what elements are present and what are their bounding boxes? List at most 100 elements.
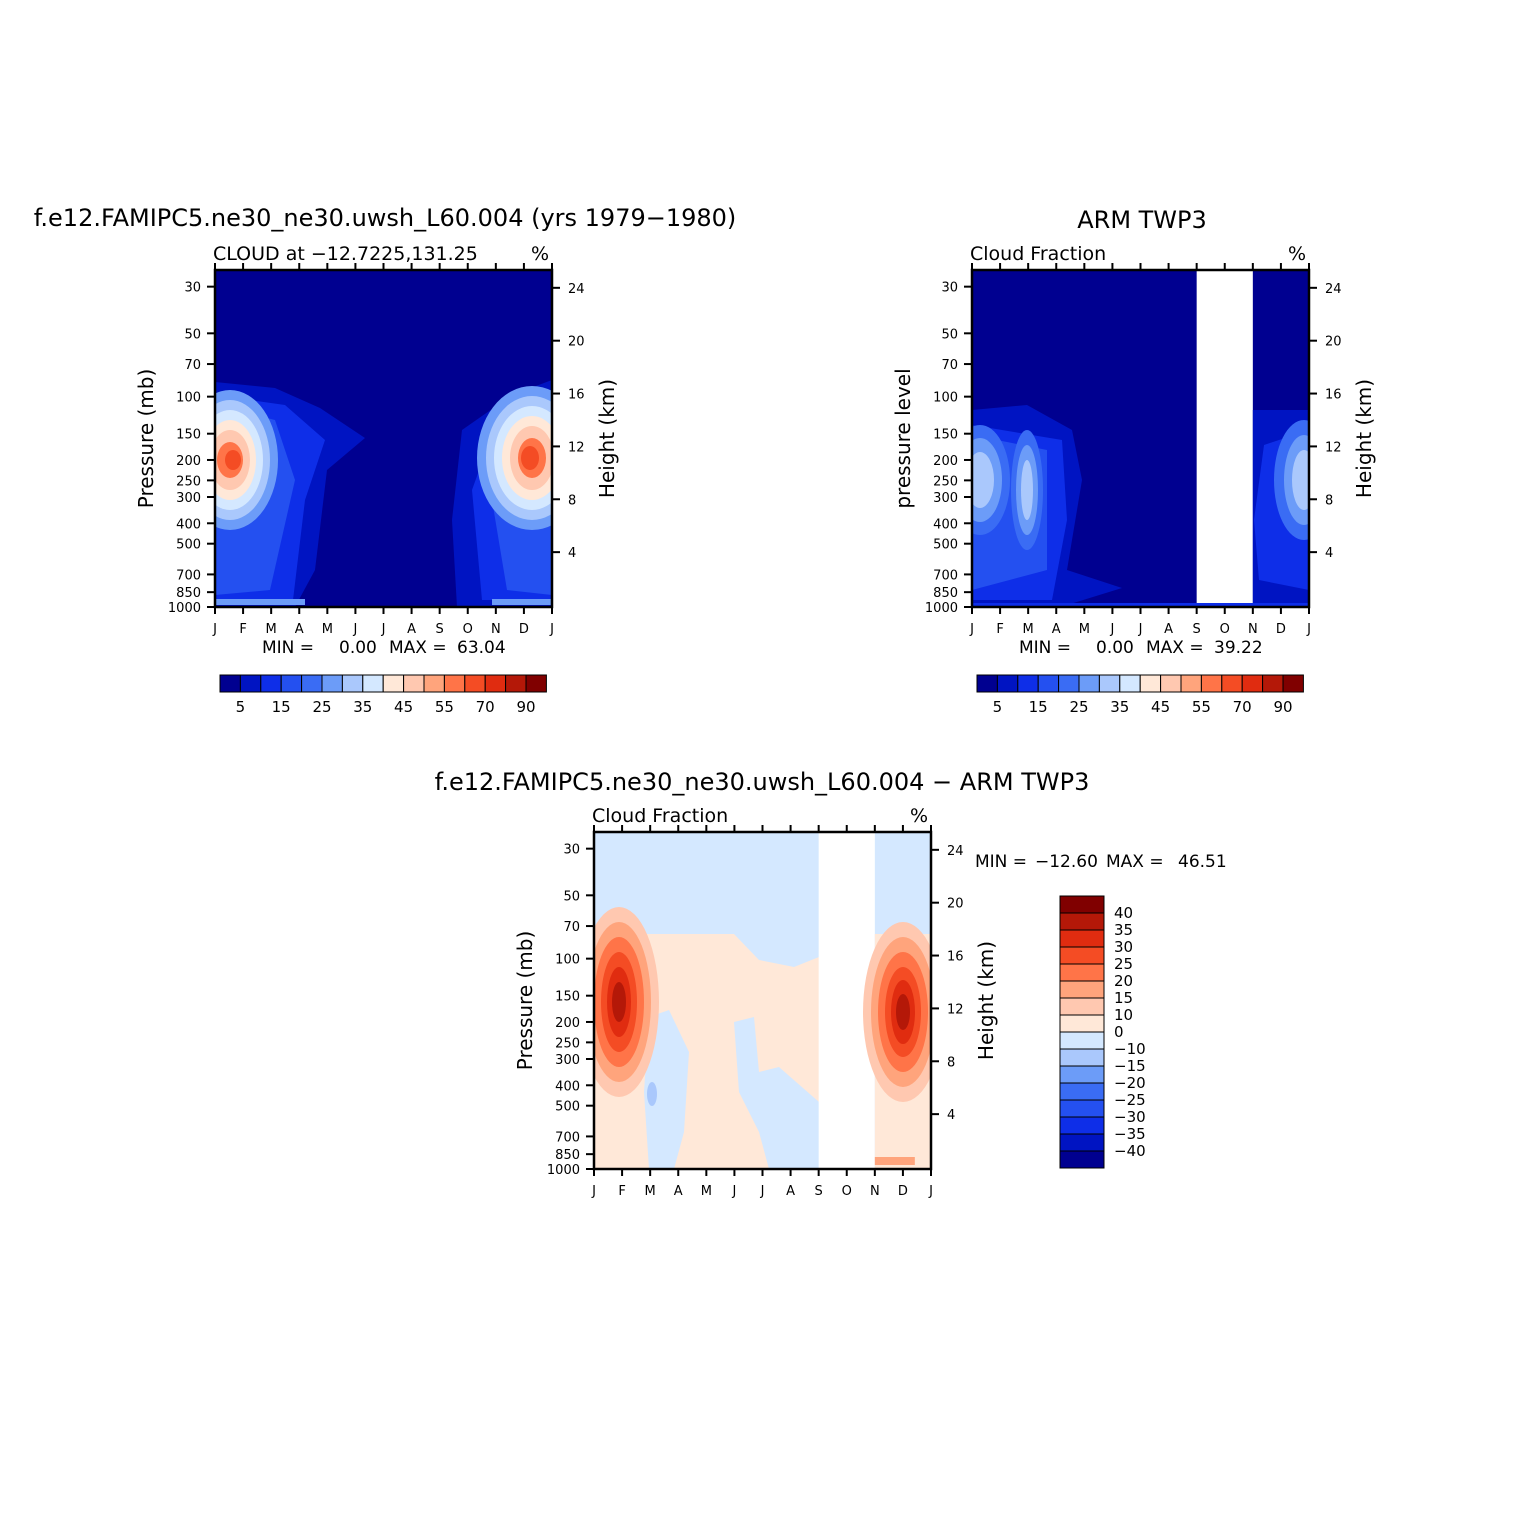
colorbar-box	[1119, 674, 1141, 693]
colorbar-label: 25	[1114, 955, 1133, 973]
y-tick-label: 250	[176, 474, 201, 489]
y-axis-title: pressure level	[891, 368, 915, 508]
y-tick-label: 1000	[547, 1163, 580, 1178]
y-tick-label: 250	[555, 1036, 580, 1051]
y-tick-label: 100	[555, 953, 580, 968]
colorbar-label: 35	[353, 698, 372, 716]
colorbar-box	[1059, 946, 1105, 965]
y2-axis-title: Height (km)	[974, 941, 998, 1060]
x-tick-label: S	[436, 622, 444, 637]
colorbar-label: 45	[1151, 698, 1170, 716]
y-tick-label: 70	[184, 358, 201, 373]
chart-units-label: %	[910, 805, 928, 827]
x-tick-label: D	[898, 1184, 908, 1199]
y-tick-label: 200	[933, 454, 958, 469]
colorbar-box	[1059, 1031, 1105, 1050]
x-tick-label: J	[352, 622, 357, 637]
x-tick-label: N	[491, 622, 501, 637]
colorbar-box	[484, 674, 507, 693]
colorbar-label: 5	[236, 698, 246, 716]
x-tick-label: J	[928, 1184, 933, 1199]
colorbar-label: −15	[1114, 1057, 1146, 1075]
colorbar-box	[1160, 674, 1182, 693]
contour-neg-b	[734, 1017, 819, 1169]
x-tick-label: M	[266, 622, 277, 637]
colorbar-label: 35	[1114, 921, 1133, 939]
panel-1-colorbar: 5 15 25 35 45 55 70 90	[219, 674, 547, 716]
x-tick-label: J	[1138, 622, 1143, 637]
x-tick-label: J	[731, 1184, 736, 1199]
contour-neg-a	[644, 1010, 689, 1169]
chart-left-label: CLOUD at −12.7225,131.25	[213, 243, 478, 265]
colorbar-box	[1059, 980, 1105, 999]
x-tick-label: M	[322, 622, 333, 637]
colorbar-box	[1059, 895, 1105, 914]
y2-tick-label: 20	[568, 335, 585, 350]
x-tick-label: O	[463, 622, 473, 637]
y-tick-label: 50	[563, 889, 580, 904]
y2-tick-label: 12	[947, 1002, 964, 1017]
x-tick-label: J	[549, 622, 554, 637]
x-tick-label: M	[645, 1184, 656, 1199]
y-tick-label: 300	[555, 1053, 580, 1068]
y-tick-label: 850	[176, 586, 201, 601]
colorbar-label: 55	[1192, 698, 1211, 716]
y-tick-label: 400	[555, 1079, 580, 1094]
colorbar-label: −10	[1114, 1040, 1146, 1058]
colorbar-box	[1282, 674, 1304, 693]
y2-tick-label: 24	[568, 282, 585, 297]
colorbar-box	[1037, 674, 1060, 693]
y-tick-label: 400	[176, 517, 201, 532]
colorbar-label: 25	[312, 698, 331, 716]
x-tick-label: O	[842, 1184, 852, 1199]
colorbar-box	[1059, 1065, 1105, 1084]
colorbar-box	[525, 674, 547, 693]
colorbar-label: 5	[993, 698, 1003, 716]
stats-max-label: MAX =	[389, 638, 447, 658]
panel-2-colorbar: 5 15 25 35 45 55 70 90	[976, 674, 1304, 716]
y-tick-label: 50	[184, 327, 201, 342]
y-tick-label: 1000	[168, 601, 201, 616]
x-tick-label: A	[674, 1184, 683, 1199]
colorbar-box	[976, 674, 998, 693]
y-tick-label: 850	[933, 586, 958, 601]
contour-left-blob-level-2	[972, 452, 994, 508]
panel-2-field	[972, 270, 1309, 607]
colorbar-box	[1059, 929, 1105, 948]
x-tick-label: J	[381, 622, 386, 637]
y-tick-label: 300	[933, 491, 958, 506]
stats-min-label: MIN =	[262, 638, 314, 658]
stats-min-label: MIN =	[975, 852, 1027, 872]
colorbar-box	[341, 674, 364, 693]
y-tick-label: 400	[933, 517, 958, 532]
panel-1-stats: MIN = 0.00 MAX = 63.04	[262, 638, 506, 658]
colorbar-box	[423, 674, 445, 693]
colorbar-box	[464, 674, 486, 693]
colorbar-label: 15	[1029, 698, 1048, 716]
contour-left-max	[225, 450, 241, 470]
colorbar-label: 45	[394, 698, 413, 716]
y-tick-label: 30	[184, 281, 201, 296]
chart-units-label: %	[1288, 243, 1306, 265]
colorbar-box	[1017, 674, 1039, 693]
colorbar-label: 0	[1114, 1023, 1124, 1041]
x-tick-label: O	[1220, 622, 1230, 637]
y-tick-label: 30	[941, 281, 958, 296]
colorbar-box	[219, 674, 241, 693]
y-axis-title: Pressure (mb)	[513, 931, 537, 1071]
contour-surface-right	[874, 1157, 915, 1165]
y-tick-label: 200	[176, 454, 201, 469]
y2-axis-title: Height (km)	[1352, 379, 1376, 498]
panel-3-axes: f.e12.FAMIPC5.ne30_ne30.uwsh_L60.004 − A…	[435, 768, 1090, 1199]
y2-tick-label: 24	[1325, 282, 1342, 297]
colorbar-box	[1059, 1099, 1105, 1118]
colorbar-box	[1241, 674, 1264, 693]
contour-left-blob-level-5	[612, 982, 626, 1022]
x-tick-label: J	[1306, 622, 1311, 637]
y-tick-label: 700	[176, 568, 201, 583]
colorbar-box	[1180, 674, 1202, 693]
x-tick-label: F	[618, 1184, 625, 1199]
y-tick-label: 70	[941, 358, 958, 373]
